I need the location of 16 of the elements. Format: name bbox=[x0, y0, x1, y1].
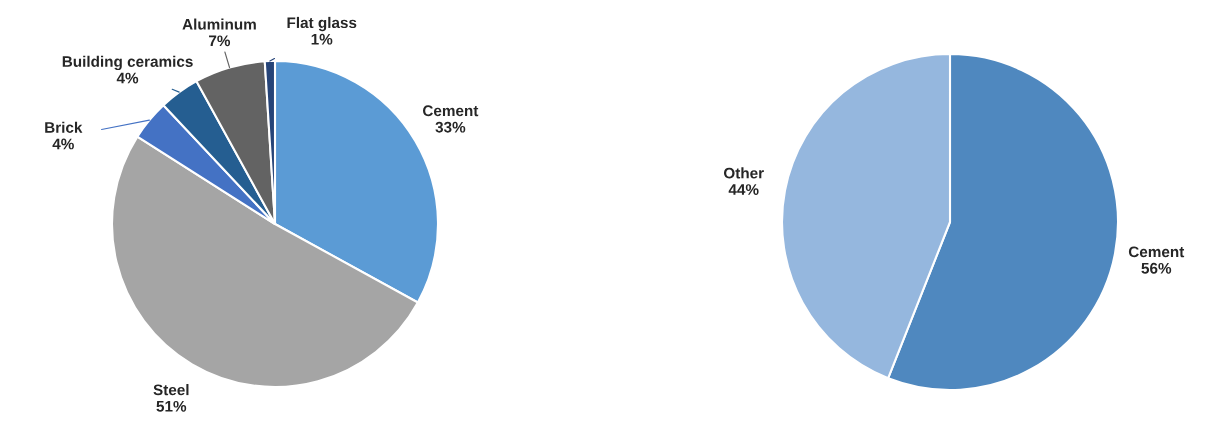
slice-label: Aluminum bbox=[182, 18, 256, 30]
slice-label: Cement bbox=[1128, 246, 1185, 258]
data-label: 4% bbox=[52, 138, 74, 150]
data-label: 4% bbox=[116, 72, 139, 84]
data-label: 7% bbox=[209, 35, 231, 47]
data-label: 56% bbox=[1141, 262, 1172, 274]
data-label: 1% bbox=[311, 33, 333, 45]
slice-label: Steel bbox=[153, 384, 189, 396]
data-label: 33% bbox=[435, 121, 466, 133]
slice-label: Other bbox=[723, 167, 764, 179]
slice-label: Flat glass bbox=[287, 16, 357, 32]
legend-label: Brick bbox=[45, 121, 83, 133]
slice-label: Building ceramics bbox=[62, 55, 193, 71]
slice-label: Cement bbox=[422, 105, 479, 117]
data-label: 44% bbox=[728, 184, 759, 195]
data-label: 51% bbox=[156, 400, 187, 412]
